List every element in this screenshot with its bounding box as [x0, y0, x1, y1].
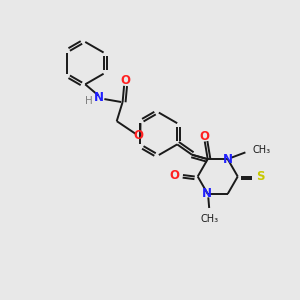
Text: N: N — [94, 91, 104, 104]
Text: S: S — [256, 170, 264, 183]
Text: N: N — [223, 153, 233, 166]
Text: O: O — [120, 74, 130, 87]
Text: O: O — [199, 130, 209, 143]
Text: CH₃: CH₃ — [252, 145, 270, 155]
Text: CH₃: CH₃ — [201, 214, 219, 224]
Text: O: O — [169, 169, 179, 182]
Text: O: O — [133, 129, 143, 142]
Text: H: H — [85, 95, 93, 106]
Text: N: N — [202, 187, 212, 200]
